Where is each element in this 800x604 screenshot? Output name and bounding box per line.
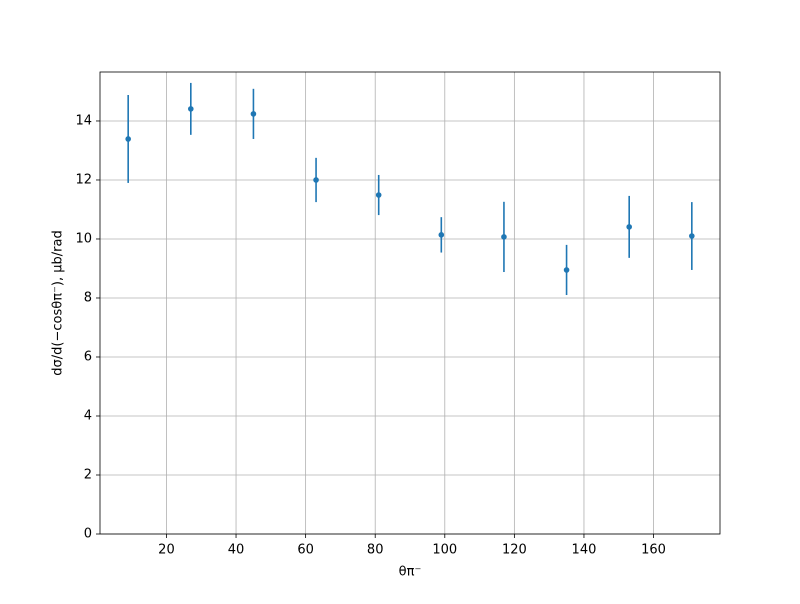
data-point (313, 177, 319, 183)
x-tick-label: 160 (641, 543, 666, 558)
data-point (188, 106, 194, 112)
y-tick-label: 0 (84, 527, 92, 542)
y-tick-label: 2 (84, 467, 92, 482)
y-tick-label: 8 (84, 290, 92, 305)
x-tick-label: 120 (502, 543, 527, 558)
plot-area (125, 82, 695, 296)
axes-frame (99, 71, 721, 535)
data-point (438, 232, 445, 238)
data-point (626, 224, 632, 230)
y-tick-label: 12 (75, 172, 92, 187)
data-point (563, 267, 570, 273)
x-tick-label: 80 (367, 543, 384, 558)
y-tick-label: 14 (75, 113, 92, 128)
x-tick-label: 40 (228, 543, 245, 558)
x-tick-label: 20 (158, 543, 175, 558)
data-point (125, 136, 131, 142)
data-point (250, 111, 257, 117)
x-tick-label: 60 (297, 543, 314, 558)
data-point (689, 233, 695, 239)
y-tick-label: 10 (75, 231, 92, 246)
x-axis-label: θπ⁻ (399, 565, 422, 580)
data-point (501, 234, 507, 240)
y-tick-label: 6 (84, 349, 92, 364)
grid (100, 72, 720, 535)
x-tick-label: 140 (572, 543, 597, 558)
y-tick-label: 4 (84, 408, 92, 423)
y-axis-label: dσ/d(−cosθπ⁻), μb/rad (51, 230, 66, 375)
data-point (375, 192, 382, 198)
x-tick-label: 100 (432, 543, 457, 558)
